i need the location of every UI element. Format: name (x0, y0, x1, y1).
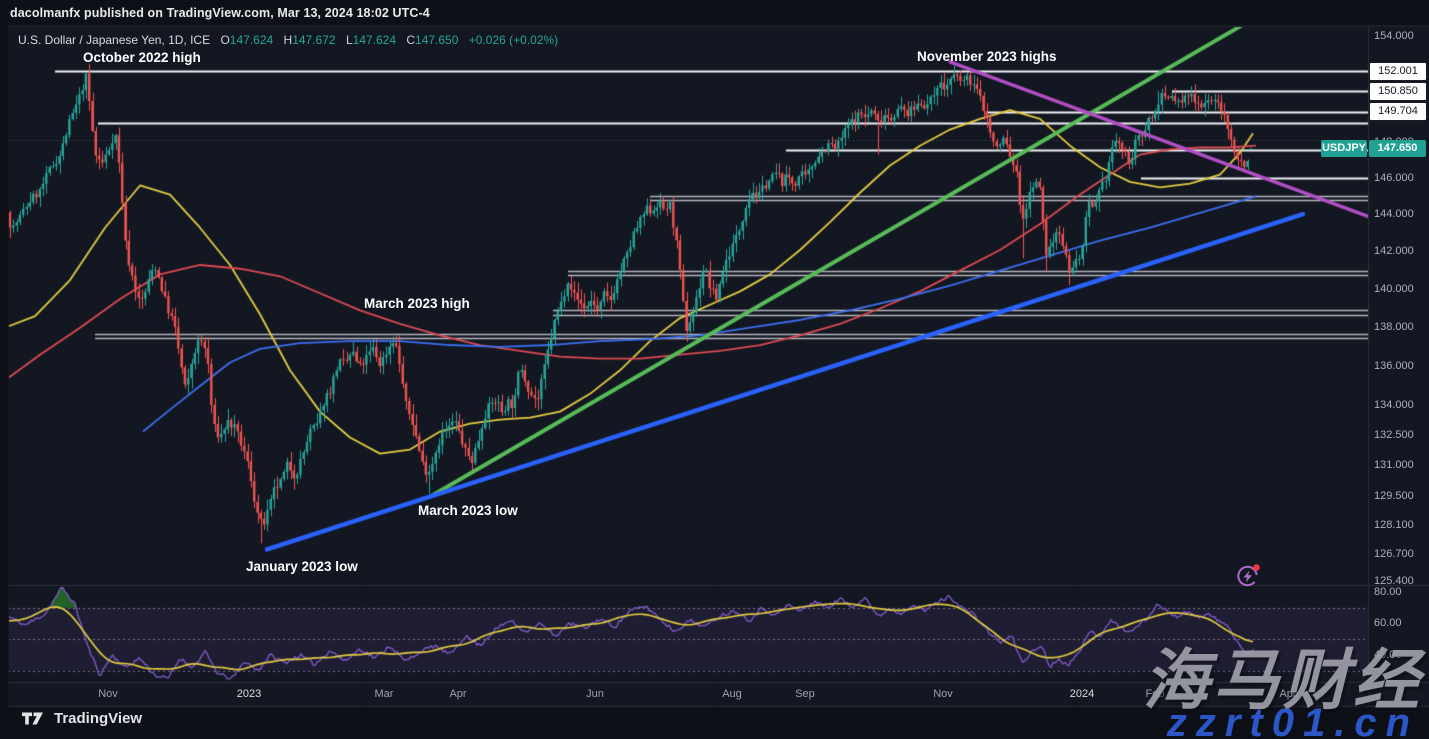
tradingview-logo-icon (22, 712, 43, 725)
ohlc-close-label: C (406, 33, 416, 47)
ohlc-high-value: 147.672 (292, 33, 336, 47)
watermark-url: zzrt01.cn (1166, 701, 1419, 739)
symbol-title: U.S. Dollar / Japanese Yen, 1D, ICE (18, 33, 211, 47)
tradingview-logo[interactable]: TradingView (22, 710, 142, 727)
symbol-legend[interactable]: U.S. Dollar / Japanese Yen, 1D, ICE O147… (18, 33, 558, 47)
ohlc-open-value: 147.624 (229, 33, 274, 47)
ohlc-close-value: 147.650 (415, 33, 459, 47)
ohlc-high-label: H (283, 33, 293, 47)
ohlc-low-value: 147.624 (352, 33, 397, 47)
boost-lightning-icon[interactable] (1235, 561, 1263, 589)
ohlc-open-label: O (220, 33, 230, 47)
price-change: +0.026 (+0.02%) (468, 33, 559, 47)
ohlc-low-label: L (345, 33, 353, 47)
attribution-text: dacolmanfx published on TradingView.com,… (10, 6, 430, 20)
watermark-cjk: 海马财经 (1143, 643, 1423, 717)
tradingview-logo-text: TradingView (54, 710, 143, 727)
